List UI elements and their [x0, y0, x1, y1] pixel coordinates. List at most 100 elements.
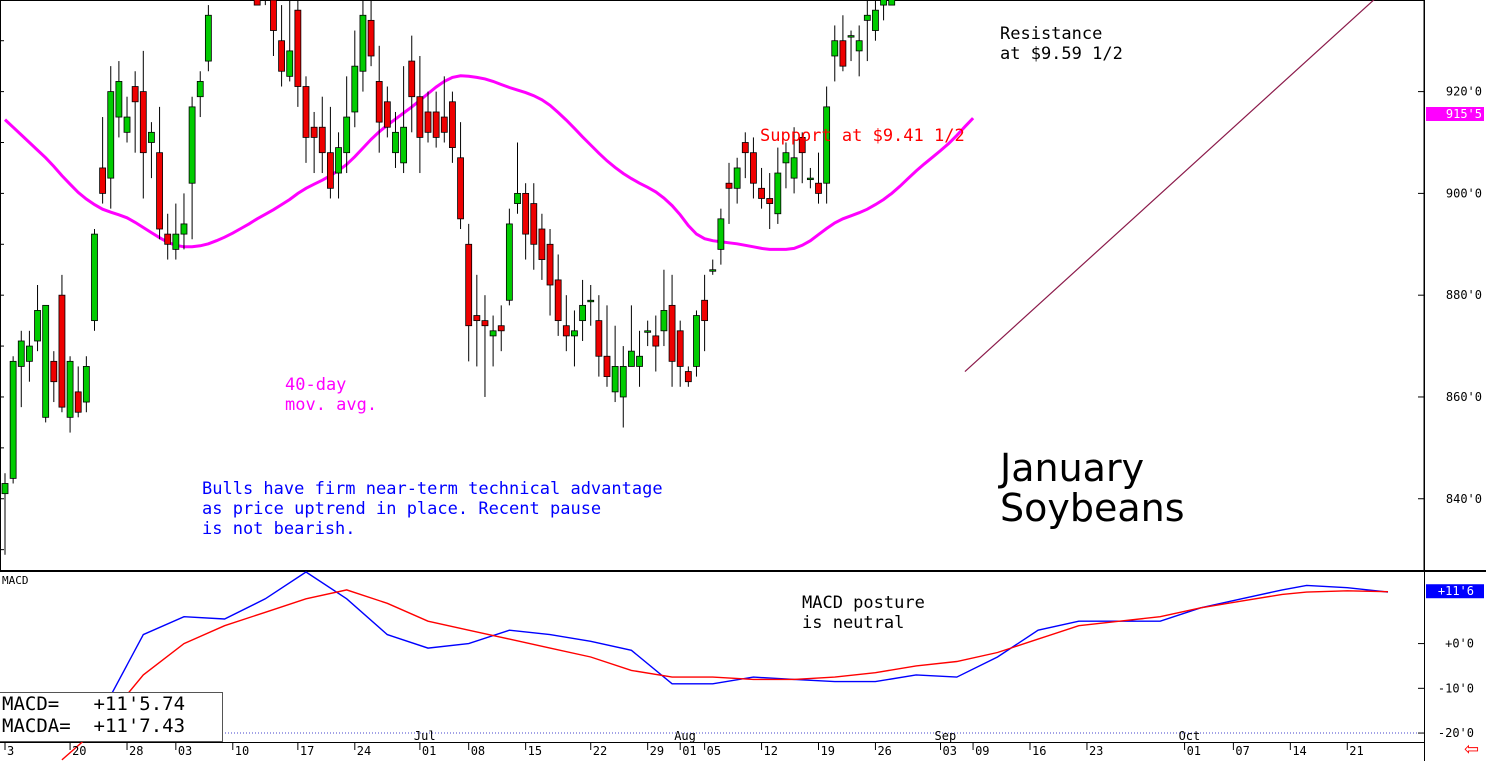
candle-body [684, 371, 692, 383]
month-label: Aug [674, 729, 696, 743]
date-axis: 3 20 28 03 10 17 24 01 08 15 22 29 01 05 12 19 26 03 09 16 2… [4, 729, 1364, 758]
candle-body [172, 233, 180, 250]
month-label: Oct [1179, 729, 1201, 743]
commentary-line1: Bulls have firm near-term technical adva… [202, 479, 663, 499]
candle-body [855, 40, 863, 52]
candle-body [587, 299, 595, 303]
candle-body [473, 315, 481, 322]
date-tick-label: 21 [1349, 744, 1363, 758]
candle-body [782, 152, 790, 164]
candle-body [668, 304, 676, 362]
candle-body [123, 116, 131, 133]
candle-body [798, 137, 806, 154]
candle-body [481, 320, 489, 327]
candle-body [74, 391, 82, 413]
date-tick-label: 17 [300, 744, 314, 758]
candle-body [522, 192, 530, 235]
candle-body [432, 111, 440, 138]
candle-body [774, 172, 782, 215]
candle-body [50, 360, 58, 383]
candle-body [709, 269, 717, 272]
candle-body [131, 86, 139, 103]
price-tick-label: 860'0 [1446, 390, 1482, 404]
candle-body [489, 330, 497, 337]
candle-body [693, 315, 700, 367]
candle-body [806, 177, 814, 181]
candle-body [367, 19, 375, 57]
resistance-annotation: Resistance at $9.59 1/2 [1000, 24, 1123, 64]
uptrend-line [964, 0, 1375, 372]
candle-body [326, 152, 334, 189]
macd-annotation: MACD posture is neutral [802, 593, 925, 633]
candle-body [579, 304, 586, 322]
price-axis: 920'0900'0880'0860'0840'0959'4951'4941'0… [0, 40, 1484, 740]
candle-body [400, 126, 408, 164]
candle-body [839, 40, 847, 67]
date-tick-label: 08 [471, 744, 485, 758]
left-arrow-icon[interactable]: ⇦ [1464, 739, 1480, 760]
candle-body [17, 340, 25, 367]
ma-label-line2: mov. avg. [285, 395, 378, 415]
candle-body [82, 366, 90, 403]
month-label: Jul [414, 729, 436, 743]
macd-lines [61, 571, 1389, 761]
candle-body [465, 243, 473, 327]
candle-body [514, 192, 521, 204]
date-tick-label: 28 [129, 744, 143, 758]
contract-title-line2: Soybeans [1000, 486, 1185, 530]
macd-readout-box: MACD= +11'5.74 MACDA= +11'7.43 [0, 692, 223, 742]
candle-body [847, 35, 855, 38]
candle-body [424, 111, 432, 133]
price-tick-label: 840'0 [1446, 492, 1482, 506]
commentary-line3: is not bearish. [202, 519, 356, 539]
resistance-price-label: at $9.59 1/2 [1000, 44, 1123, 64]
candle-body [180, 223, 188, 235]
date-tick-label: 23 [1089, 744, 1103, 758]
candle-body [58, 294, 66, 408]
candle-body [449, 101, 456, 148]
date-tick-label: 20 [72, 744, 86, 758]
macd-value-tag-label: +11'6 [1438, 584, 1474, 598]
price-tick-label: 900'0 [1446, 186, 1482, 200]
date-tick-label: 12 [764, 744, 778, 758]
candle-body [815, 182, 822, 194]
candle-body [717, 218, 725, 250]
candle-body [880, 0, 887, 6]
macd-tick-label: -20'0 [1438, 726, 1474, 740]
candle-body [595, 320, 603, 357]
candle-body [164, 233, 172, 245]
candle-body [619, 366, 627, 398]
candle-body [204, 14, 212, 62]
candle-body [676, 330, 684, 367]
candle-body [91, 233, 98, 322]
candle-body [302, 86, 310, 138]
candle-body [741, 142, 749, 154]
candle-body [278, 40, 285, 72]
candle-body [253, 0, 261, 6]
candle-body [660, 310, 668, 332]
candle-body [831, 40, 839, 57]
candle-body [286, 50, 294, 77]
candle-body [636, 355, 643, 367]
date-tick-label: 01 [682, 744, 696, 758]
candle-body [148, 131, 155, 143]
candle-body [9, 360, 17, 479]
candle-body [416, 96, 424, 138]
moving-average-annotation: 40-day mov. avg. [285, 375, 377, 415]
date-tick-label: 03 [178, 744, 192, 758]
macda-readout: MACDA= +11'7.43 [2, 715, 186, 737]
candle-body [270, 0, 277, 31]
candle-body [562, 325, 570, 337]
candle-body [888, 0, 896, 6]
candle-body [139, 91, 147, 154]
date-tick-label: 07 [1235, 744, 1249, 758]
date-tick-label: 22 [593, 744, 607, 758]
candle-body [310, 126, 318, 138]
candle-body [34, 310, 41, 342]
candle-body [701, 299, 709, 322]
resistance-label: Resistance [1000, 24, 1103, 44]
macd-value-tag-box [1426, 584, 1484, 599]
candle-body [750, 152, 757, 184]
candle-body [351, 65, 359, 113]
date-tick-label: 10 [235, 744, 249, 758]
